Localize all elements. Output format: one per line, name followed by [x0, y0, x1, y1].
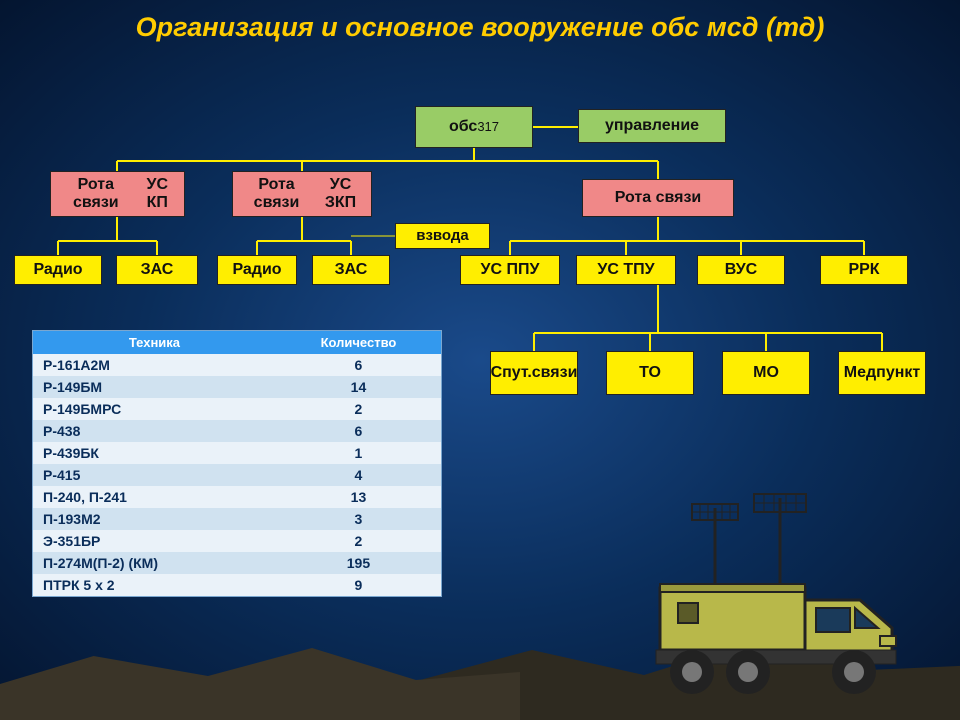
table-row: П-274М(П-2) (КМ)195 — [33, 552, 441, 574]
node-y3d: РРК — [820, 255, 908, 285]
cell-name: П-240, П-241 — [33, 486, 276, 508]
node-y2a: Радио — [217, 255, 297, 285]
table-row: Р-161А2М6 — [33, 354, 441, 376]
node-r1: Рота связиУС КП — [50, 171, 185, 217]
node-mgmt: управление — [578, 109, 726, 143]
cell-name: Р-415 — [33, 464, 276, 486]
cell-name: Р-438 — [33, 420, 276, 442]
table-body: Р-161А2М6Р-149БМ14Р-149БМРС2Р-4386Р-439Б… — [33, 354, 441, 596]
node-r2: Рота связиУС ЗКП — [232, 171, 372, 217]
cell-qty: 2 — [276, 530, 441, 552]
node-y4c: МО — [722, 351, 810, 395]
equipment-table: Техника Количество Р-161А2М6Р-149БМ14Р-1… — [32, 330, 442, 597]
cell-qty: 13 — [276, 486, 441, 508]
node-y3b: УС ТПУ — [576, 255, 676, 285]
cell-name: П-274М(П-2) (КМ) — [33, 552, 276, 574]
cell-qty: 6 — [276, 354, 441, 376]
cell-name: Р-149БМРС — [33, 398, 276, 420]
node-top: обс317 — [415, 106, 533, 148]
node-r3: Рота связи — [582, 179, 734, 217]
cell-qty: 6 — [276, 420, 441, 442]
node-y1b: ЗАС — [116, 255, 198, 285]
table-row: Э-351БР2 — [33, 530, 441, 552]
cell-qty: 1 — [276, 442, 441, 464]
node-y4d: Медпункт — [838, 351, 926, 395]
title-text-a: Организация и основное вооружение — [136, 12, 651, 42]
node-y4a: Спут.связи — [490, 351, 578, 395]
cell-name: Р-149БМ — [33, 376, 276, 398]
node-y3c: ВУС — [697, 255, 785, 285]
table-row: Р-4386 — [33, 420, 441, 442]
node-y2b: ЗАС — [312, 255, 390, 285]
cell-qty: 2 — [276, 398, 441, 420]
truck-illustration — [630, 478, 930, 698]
cell-qty: 4 — [276, 464, 441, 486]
cell-qty: 3 — [276, 508, 441, 530]
cell-name: Э-351БР — [33, 530, 276, 552]
cell-name: Р-161А2М — [33, 354, 276, 376]
cell-name: П-193М2 — [33, 508, 276, 530]
table-row: П-240, П-24113 — [33, 486, 441, 508]
node-vzvoda: взвода — [395, 223, 490, 249]
cell-qty: 195 — [276, 552, 441, 574]
table-row: Р-4154 — [33, 464, 441, 486]
table-row: П-193М23 — [33, 508, 441, 530]
th-qty: Количество — [276, 331, 441, 354]
table-row: Р-439БК1 — [33, 442, 441, 464]
table-row: Р-149БМРС2 — [33, 398, 441, 420]
org-diagram: обс317 управление Рота связиУС КП Рота связ… — [0, 51, 960, 371]
th-name: Техника — [33, 331, 276, 354]
cell-qty: 14 — [276, 376, 441, 398]
title-text-b: обс мсд (тд) — [651, 12, 824, 42]
table-row: Р-149БМ14 — [33, 376, 441, 398]
node-y3a: УС ППУ — [460, 255, 560, 285]
cell-name: Р-439БК — [33, 442, 276, 464]
node-y1a: Радио — [14, 255, 102, 285]
node-y4b: ТО — [606, 351, 694, 395]
page-title: Организация и основное вооружение обс мс… — [0, 0, 960, 51]
